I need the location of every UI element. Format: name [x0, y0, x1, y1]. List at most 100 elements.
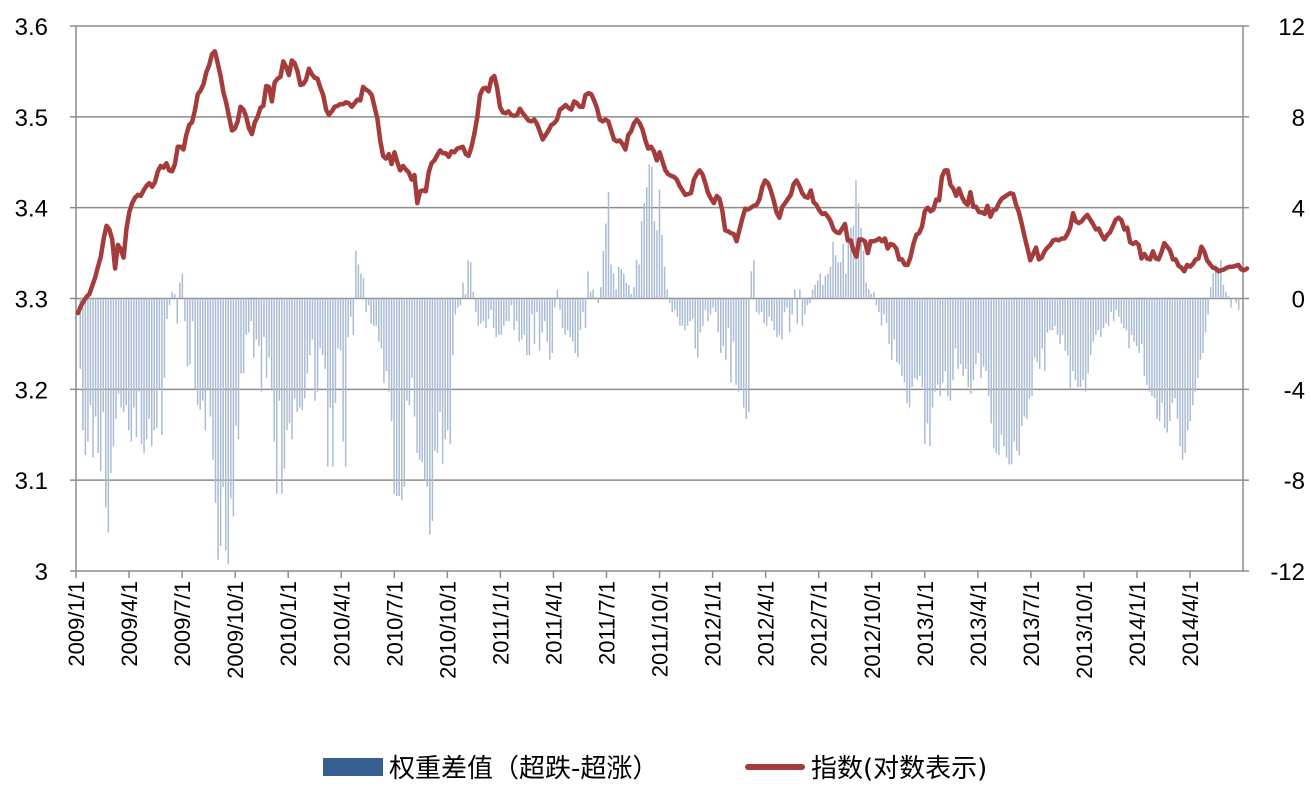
left-tick-label: 3.2 [15, 377, 48, 404]
bar [1123, 298, 1125, 329]
left-tick-label: 3.5 [15, 105, 48, 132]
x-tick-label: 2012/4/1 [754, 581, 779, 667]
bar [337, 298, 339, 349]
x-tick-label: 2014/1/1 [1125, 581, 1150, 667]
bar [316, 298, 319, 392]
bar [173, 293, 176, 299]
bar [482, 298, 485, 322]
bar [1202, 298, 1204, 353]
bar [1215, 264, 1217, 299]
bar [196, 298, 199, 406]
bar [1148, 298, 1151, 392]
bar [865, 282, 867, 299]
bar [610, 264, 612, 299]
bar [217, 298, 219, 560]
x-tick-label: 2010/4/1 [329, 581, 354, 667]
x-tick-label: 2012/7/1 [807, 581, 832, 667]
left-tick-label: 3.6 [15, 14, 48, 41]
bar [584, 298, 587, 329]
bar [896, 298, 898, 363]
bar [227, 298, 230, 565]
bar [265, 298, 268, 378]
bar [161, 298, 163, 435]
x-tick-label: 2011/4/1 [541, 581, 566, 665]
bar [214, 298, 217, 503]
bar [635, 259, 638, 299]
bar [972, 298, 975, 381]
bar [1161, 298, 1163, 403]
bar [115, 298, 117, 419]
bar [1199, 298, 1202, 360]
bar [92, 298, 94, 458]
bar [477, 298, 480, 326]
bar [181, 273, 184, 299]
x-tick-label: 2011/10/1 [648, 581, 673, 677]
bar [311, 298, 314, 340]
bar [176, 298, 178, 324]
bar [263, 298, 265, 338]
bar [1000, 298, 1003, 435]
bar [926, 298, 929, 424]
bar [1102, 298, 1105, 329]
bar [321, 298, 324, 356]
bar [1184, 298, 1186, 453]
bar [748, 298, 750, 413]
bar [1010, 298, 1013, 465]
bar [556, 289, 559, 299]
bar [128, 298, 130, 431]
bar [771, 298, 773, 322]
bar [551, 298, 554, 353]
bar [390, 298, 393, 422]
bar [587, 271, 589, 299]
bar [742, 298, 745, 408]
legend-swatch-line [745, 763, 805, 770]
bar [862, 250, 865, 299]
bar [964, 298, 967, 369]
bar [291, 298, 293, 440]
bar [158, 298, 161, 390]
bar [342, 298, 344, 442]
bar [732, 298, 735, 342]
bar [676, 298, 679, 317]
bar [592, 289, 594, 299]
bar [725, 298, 727, 360]
bar [883, 298, 885, 315]
bar [378, 298, 380, 342]
bar [472, 291, 474, 299]
bar [191, 298, 194, 322]
bar [561, 298, 564, 329]
bar [1074, 298, 1077, 381]
bar [505, 298, 508, 322]
bar [156, 298, 158, 428]
bar [462, 282, 464, 299]
bar [893, 298, 896, 340]
bar [776, 298, 778, 338]
bar [454, 298, 457, 315]
bar [148, 298, 150, 419]
x-tick-label: 2010/1/1 [276, 581, 301, 667]
bar [740, 298, 742, 390]
bar [1169, 298, 1171, 422]
legend-item-weight-diff: 权重差值（超跌-超涨） [323, 748, 658, 785]
bar [89, 298, 92, 406]
right-tick-label: 0 [1292, 287, 1305, 314]
bar [934, 298, 936, 392]
bar [1110, 298, 1112, 313]
bar [184, 298, 186, 322]
bar [1120, 298, 1123, 324]
bar [993, 298, 995, 449]
bar [898, 298, 901, 365]
bar [949, 298, 952, 401]
bar [1192, 298, 1194, 406]
bar [1056, 298, 1059, 335]
bar [273, 298, 275, 442]
bar [202, 298, 204, 401]
bar [628, 284, 630, 299]
bar [645, 187, 648, 299]
bar [1051, 298, 1054, 331]
right-tick-label: 12 [1278, 14, 1305, 41]
bar [1015, 298, 1018, 451]
bar [1021, 298, 1023, 426]
bar [199, 298, 201, 410]
bar [901, 298, 903, 376]
